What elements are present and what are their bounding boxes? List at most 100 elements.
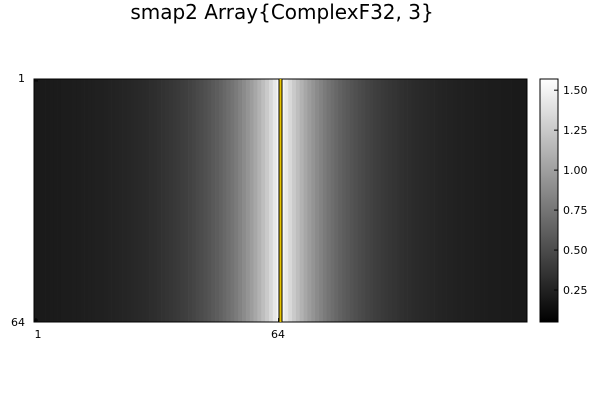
- heatmap-column: [403, 79, 408, 322]
- heatmap-column: [130, 79, 135, 322]
- heatmap-column: [218, 79, 224, 322]
- heatmap-column: [442, 79, 447, 322]
- heatmap-column: [292, 79, 297, 322]
- heatmap-column: [392, 79, 397, 322]
- heatmap-column: [411, 79, 416, 322]
- heatmap-column: [60, 79, 66, 322]
- heatmap-column: [388, 79, 393, 322]
- heatmap-column: [49, 79, 54, 322]
- heatmap-column: [496, 79, 501, 322]
- heatmap-column: [184, 79, 189, 322]
- heatmap-column: [507, 79, 512, 322]
- heatmap-column: [357, 79, 362, 322]
- heatmap-column: [188, 79, 193, 322]
- heatmap-column: [126, 79, 131, 322]
- heatmap-column: [149, 79, 154, 322]
- heatmap-column: [172, 79, 177, 322]
- colorbar-frame: [539, 78, 559, 323]
- heatmap-column: [91, 79, 96, 322]
- heatmap-column: [396, 79, 401, 322]
- heatmap-column: [500, 79, 505, 322]
- heatmap-column: [423, 79, 428, 322]
- heatmap-column: [87, 79, 93, 322]
- heatmap-column: [238, 79, 243, 322]
- colorbar-ticks: 0.25 0.50 0.75 1.00 1.25 1.50: [554, 84, 588, 297]
- heatmap-column: [523, 79, 528, 322]
- heatmap-column: [215, 79, 220, 322]
- heatmap-column: [230, 79, 235, 322]
- heatmap-column: [480, 79, 485, 322]
- heatmap-column: [222, 79, 227, 322]
- colorbar-tick-label: 0.25: [563, 284, 588, 297]
- heatmap-column: [303, 79, 308, 322]
- heatmap-column: [176, 79, 181, 322]
- heatmap-column: [34, 79, 39, 322]
- heatmap-column: [473, 79, 478, 322]
- heatmap-column: [261, 79, 266, 322]
- heatmap-column: [426, 79, 432, 322]
- heatmap-column: [338, 79, 343, 322]
- heatmap-column: [461, 79, 466, 322]
- heatmap-column: [118, 79, 123, 322]
- heatmap-column: [330, 79, 335, 322]
- chart-title: smap2 Array{ComplexF32, 3}: [130, 0, 433, 24]
- heatmap-column: [476, 79, 482, 322]
- heatmap-column: [37, 79, 43, 322]
- heatmap-column: [164, 79, 170, 322]
- heatmap-column: [153, 79, 158, 322]
- heatmap-column: [168, 79, 174, 322]
- colorbar-tick-label: 1.50: [563, 84, 588, 97]
- heatmap-column: [365, 79, 370, 322]
- heatmap-column: [345, 79, 351, 322]
- heatmap-column: [72, 79, 77, 322]
- heatmap-column: [307, 79, 312, 322]
- heatmap-column: [299, 79, 304, 322]
- heatmap-column: [180, 79, 185, 322]
- heatmap-column: [488, 79, 493, 322]
- heatmap-column: [372, 79, 378, 322]
- colorbar-tick-label: 0.75: [563, 204, 588, 217]
- y-tick-label: 64: [11, 316, 25, 329]
- heatmap-column: [249, 79, 254, 322]
- heatmap-column: [145, 79, 150, 322]
- heatmap-column: [503, 79, 509, 322]
- heatmap: [34, 79, 528, 322]
- colorbar-tick-label: 0.50: [563, 244, 588, 257]
- heatmap-column: [457, 79, 462, 322]
- heatmap-column: [469, 79, 474, 322]
- heatmap-column: [53, 79, 58, 322]
- heatmap-column: [64, 79, 70, 322]
- heatmap-column: [342, 79, 347, 322]
- heatmap-column: [57, 79, 62, 322]
- heatmap-column: [76, 79, 81, 322]
- heatmap-column: [268, 79, 274, 322]
- heatmap-column: [161, 79, 166, 322]
- heatmap-column: [434, 79, 439, 322]
- heatmap-column: [322, 79, 328, 322]
- heatmap-column: [376, 79, 381, 322]
- heatmap-column: [280, 79, 285, 322]
- heatmap-column: [257, 79, 262, 322]
- heatmap-column: [415, 79, 420, 322]
- heatmap-column: [407, 79, 412, 322]
- heatmap-column: [265, 79, 270, 322]
- x-tick-label: 1: [35, 328, 42, 341]
- x-tick-label: 64: [271, 328, 285, 341]
- axis-ticks: [34, 80, 280, 322]
- heatmap-column: [199, 79, 204, 322]
- heatmap-column: [157, 79, 162, 322]
- heatmap-column: [515, 79, 520, 322]
- heatmap-column: [438, 79, 443, 322]
- heatmap-column: [369, 79, 374, 322]
- heatmap-column: [103, 79, 108, 322]
- heatmap-column: [284, 79, 289, 322]
- heatmap-column: [361, 79, 366, 322]
- heatmap-column: [419, 79, 424, 322]
- heatmap-column: [353, 79, 358, 322]
- heatmap-column: [95, 79, 100, 322]
- heatmap-column: [484, 79, 489, 322]
- heatmap-column: [384, 79, 389, 322]
- heatmap-column: [453, 79, 459, 322]
